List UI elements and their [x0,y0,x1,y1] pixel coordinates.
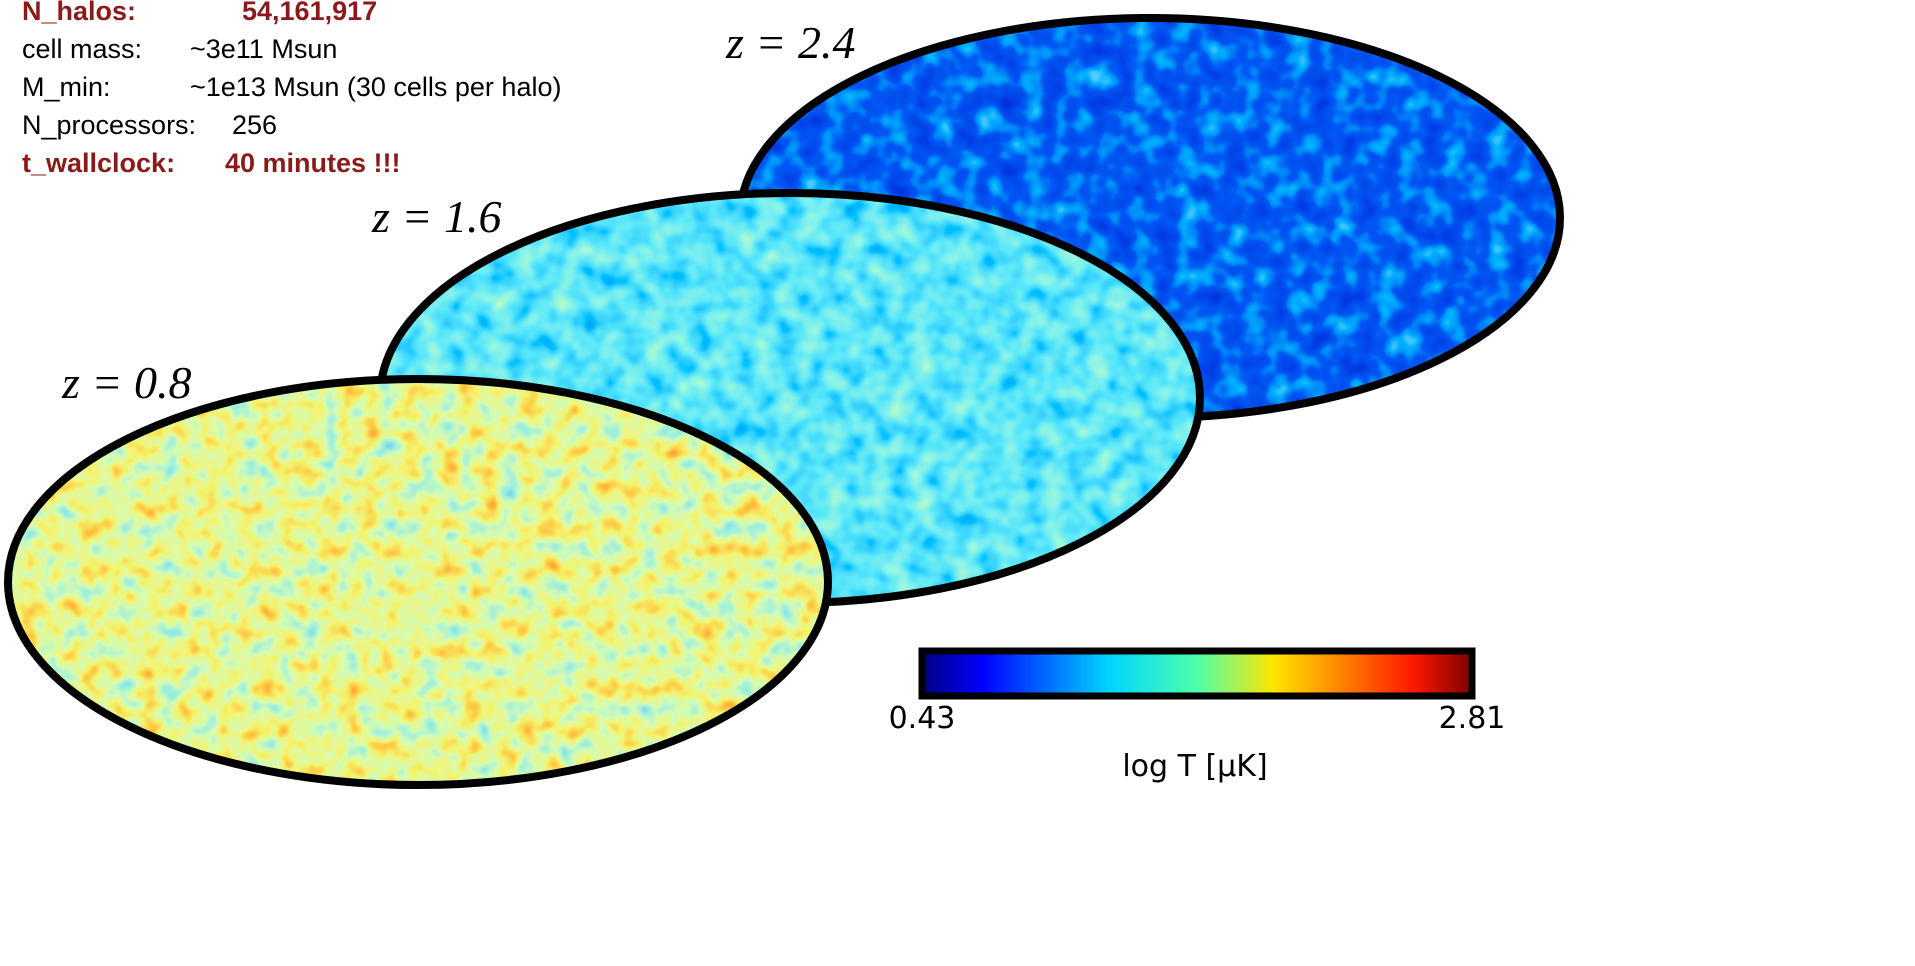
redshift-label: z = 0.8 [61,357,191,408]
maps: z = 2.4 z = 1.6 z = 0.8 [4,14,1564,789]
stat-value: ~1e13 Msun (30 cells per halo) [190,72,561,102]
stat-label: M_min: [22,72,111,102]
redshift-label: z = 2.4 [725,17,855,68]
stat-value: ~3e11 Msun [190,34,337,64]
colorbar-label: log T [μK] [1122,749,1267,784]
stat-label: N_processors: [22,110,196,140]
stat-value: 256 [232,110,277,140]
map-outline [4,375,832,789]
stat-value: 40 minutes !!! [225,148,401,178]
stat-label: t_wallclock: [22,148,175,178]
sky-map [8,379,828,785]
stat-label: N_halos: [22,0,136,26]
redshift-label: z = 1.6 [371,191,501,242]
colorbar-min: 0.43 [889,701,956,736]
colorbar-max: 2.81 [1439,701,1506,736]
stat-label: cell mass: [22,34,142,64]
colorbar: 0.43 2.81 log T [μK] [889,647,1506,784]
stats: N_halos: 54,161,917 cell mass: ~3e11 Msun M_… [22,0,561,178]
stat-value: 54,161,917 [242,0,377,26]
colorbar-gradient [918,647,1476,700]
